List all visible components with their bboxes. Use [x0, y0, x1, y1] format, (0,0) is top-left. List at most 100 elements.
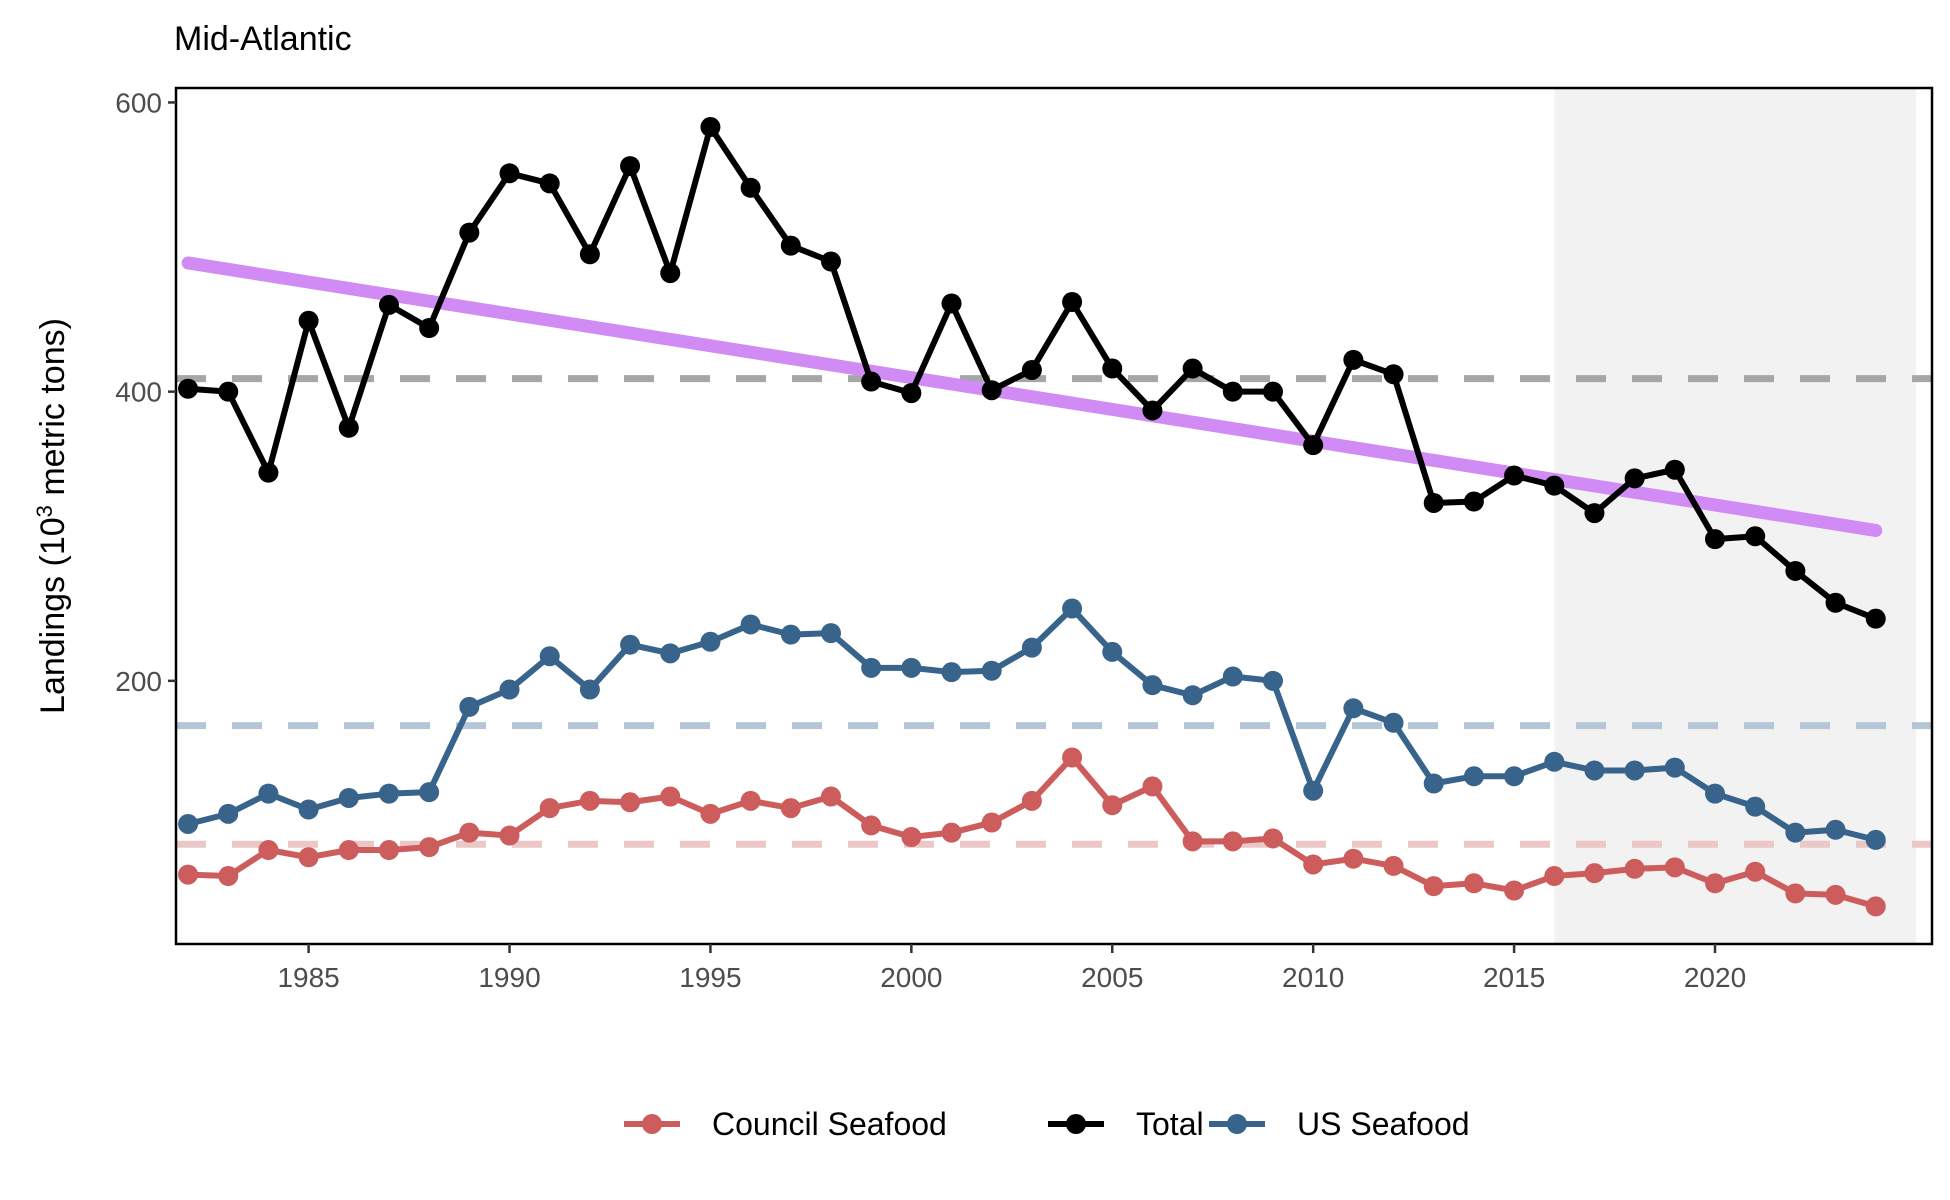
legend-item-total: Total	[1048, 1106, 1204, 1142]
point-council-seafood-1992	[579, 790, 600, 811]
point-total-2019	[1664, 459, 1685, 480]
point-council-seafood-1983	[218, 866, 239, 887]
point-us-seafood-2013	[1423, 773, 1444, 794]
x-tick-label-2015: 2015	[1483, 962, 1545, 993]
point-us-seafood-2022	[1785, 822, 1806, 843]
point-total-2009	[1262, 381, 1283, 402]
point-total-2016	[1544, 475, 1565, 496]
point-total-2010	[1303, 435, 1324, 456]
plot-border	[174, 86, 1934, 946]
point-us-seafood-2005	[1102, 641, 1123, 662]
y-axis-title-post: metric tons)	[34, 318, 72, 505]
point-total-2014	[1463, 491, 1484, 512]
legend-label-us-seafood: US Seafood	[1297, 1106, 1470, 1142]
point-total-2000	[901, 383, 922, 404]
point-us-seafood-1998	[820, 623, 841, 644]
legend-key-point-total	[1066, 1114, 1086, 1134]
point-council-seafood-2000	[901, 827, 922, 847]
point-total-1986	[338, 417, 359, 438]
point-council-seafood-2002	[981, 812, 1002, 833]
point-us-seafood-2023	[1825, 819, 1846, 840]
point-total-1993	[620, 156, 641, 177]
x-tick-label-2005: 2005	[1081, 962, 1143, 993]
point-total-1998	[820, 251, 841, 272]
point-us-seafood-2011	[1343, 698, 1364, 719]
x-tick-label-1995: 1995	[679, 962, 741, 993]
point-us-seafood-2008	[1222, 666, 1243, 687]
point-total-2012	[1383, 364, 1404, 385]
point-total-1984	[258, 462, 279, 483]
point-total-2017	[1584, 503, 1605, 524]
y-axis-title-pre: Landings (10	[34, 517, 72, 714]
point-us-seafood-1999	[861, 657, 882, 678]
y-axis-title-sup: 3	[32, 505, 57, 517]
point-us-seafood-2024	[1865, 829, 1886, 850]
legend-key-point-council-seafood	[642, 1114, 662, 1134]
point-council-seafood-2017	[1584, 863, 1605, 884]
point-total-1983	[218, 381, 239, 402]
point-us-seafood-2009	[1262, 670, 1283, 691]
point-total-1997	[780, 235, 801, 256]
legend-item-us-seafood: US Seafood	[1209, 1106, 1470, 1142]
y-tick-label-400: 400	[115, 377, 162, 408]
point-council-seafood-1982	[178, 864, 199, 885]
point-us-seafood-2000	[901, 657, 922, 678]
shaded-region	[1554, 88, 1916, 944]
x-tick-label-2020: 2020	[1684, 962, 1746, 993]
point-us-seafood-2012	[1383, 712, 1404, 733]
point-council-seafood-1984	[258, 840, 279, 861]
x-tick-label-2010: 2010	[1282, 962, 1344, 993]
point-us-seafood-1982	[178, 813, 199, 834]
point-council-seafood-1988	[419, 837, 440, 858]
point-council-seafood-1997	[780, 798, 801, 819]
point-council-seafood-2008	[1222, 831, 1243, 852]
point-us-seafood-2020	[1705, 783, 1726, 804]
point-total-1989	[459, 222, 480, 243]
legend-label-total: Total	[1136, 1106, 1204, 1142]
point-us-seafood-2004	[1062, 598, 1083, 619]
point-total-2021	[1745, 526, 1766, 547]
point-us-seafood-2014	[1463, 766, 1484, 787]
point-us-seafood-1987	[378, 783, 399, 804]
point-total-2015	[1504, 465, 1525, 486]
point-total-1985	[298, 310, 319, 331]
legend-key-point-us-seafood	[1227, 1114, 1247, 1134]
point-us-seafood-2017	[1584, 760, 1605, 781]
point-total-1994	[660, 263, 681, 284]
point-total-2002	[981, 380, 1002, 401]
point-total-1991	[539, 173, 560, 194]
point-council-seafood-2005	[1102, 795, 1123, 816]
point-council-seafood-2016	[1544, 866, 1565, 887]
point-council-seafood-1993	[620, 792, 641, 813]
point-us-seafood-2007	[1182, 685, 1203, 706]
point-total-2005	[1102, 358, 1123, 379]
point-us-seafood-1983	[218, 803, 239, 824]
point-us-seafood-2018	[1624, 760, 1645, 781]
legend: Council Seafood Total US Seafood	[624, 1106, 1470, 1142]
point-total-2023	[1825, 592, 1846, 613]
point-total-1988	[419, 318, 440, 339]
point-total-2011	[1343, 349, 1364, 370]
chart-title: Mid-Atlantic	[174, 20, 352, 58]
point-council-seafood-1990	[499, 825, 520, 846]
point-total-1992	[579, 244, 600, 265]
point-council-seafood-1987	[378, 840, 399, 861]
point-council-seafood-1996	[740, 790, 761, 811]
point-council-seafood-1998	[820, 786, 841, 807]
point-us-seafood-1984	[258, 783, 279, 804]
point-total-1996	[740, 177, 761, 198]
point-council-seafood-2015	[1504, 880, 1525, 901]
point-us-seafood-2010	[1303, 780, 1324, 801]
point-total-2020	[1705, 529, 1726, 550]
point-us-seafood-2019	[1664, 757, 1685, 778]
point-council-seafood-1985	[298, 847, 319, 868]
point-total-2022	[1785, 560, 1806, 581]
point-total-2007	[1182, 358, 1203, 379]
point-us-seafood-1991	[539, 646, 560, 667]
point-council-seafood-1995	[700, 803, 721, 824]
point-us-seafood-1993	[620, 634, 641, 655]
point-council-seafood-2003	[1021, 790, 1042, 811]
point-council-seafood-2014	[1463, 873, 1484, 894]
point-total-2006	[1142, 400, 1163, 421]
